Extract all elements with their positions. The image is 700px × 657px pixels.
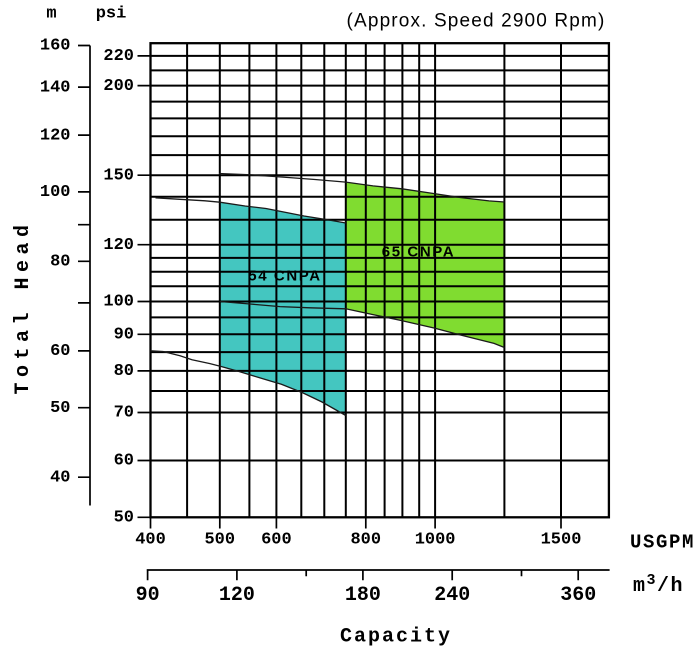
svg-text:180: 180 (345, 584, 381, 607)
svg-text:600: 600 (261, 531, 292, 550)
svg-text:100: 100 (103, 293, 134, 312)
svg-text:m3/h: m3/h (633, 572, 684, 598)
svg-text:Total Head: Total Head (12, 219, 35, 394)
svg-text:80: 80 (114, 362, 134, 381)
svg-text:200: 200 (103, 77, 134, 96)
svg-text:65 CNPA: 65 CNPA (382, 244, 455, 261)
svg-text:m: m (46, 5, 56, 24)
svg-text:140: 140 (40, 78, 71, 97)
svg-text:80: 80 (50, 253, 70, 272)
svg-text:120: 120 (219, 584, 255, 607)
svg-text:90: 90 (114, 326, 134, 345)
svg-text:500: 500 (204, 531, 235, 550)
svg-text:360: 360 (560, 584, 596, 607)
svg-text:USGPM: USGPM (630, 532, 695, 554)
svg-text:220: 220 (103, 47, 134, 66)
svg-text:120: 120 (103, 236, 134, 255)
svg-text:240: 240 (434, 584, 470, 607)
svg-text:(Approx. Speed 2900 Rpm): (Approx. Speed 2900 Rpm) (347, 11, 606, 32)
svg-text:psi: psi (96, 5, 127, 24)
svg-text:150: 150 (103, 166, 134, 185)
svg-text:120: 120 (40, 126, 71, 145)
svg-text:90: 90 (136, 584, 160, 607)
svg-text:100: 100 (40, 183, 71, 202)
svg-text:Capacity: Capacity (340, 626, 452, 649)
svg-text:50: 50 (50, 399, 70, 418)
svg-text:400: 400 (135, 531, 166, 550)
svg-text:1500: 1500 (541, 531, 582, 550)
svg-text:50: 50 (114, 509, 134, 528)
svg-text:60: 60 (114, 452, 134, 471)
svg-text:40: 40 (50, 468, 70, 487)
svg-text:54 CNPA: 54 CNPA (248, 268, 321, 285)
svg-text:60: 60 (50, 342, 70, 361)
svg-text:160: 160 (40, 37, 71, 56)
svg-text:70: 70 (114, 404, 134, 423)
svg-text:800: 800 (350, 531, 381, 550)
svg-text:1000: 1000 (415, 531, 456, 550)
